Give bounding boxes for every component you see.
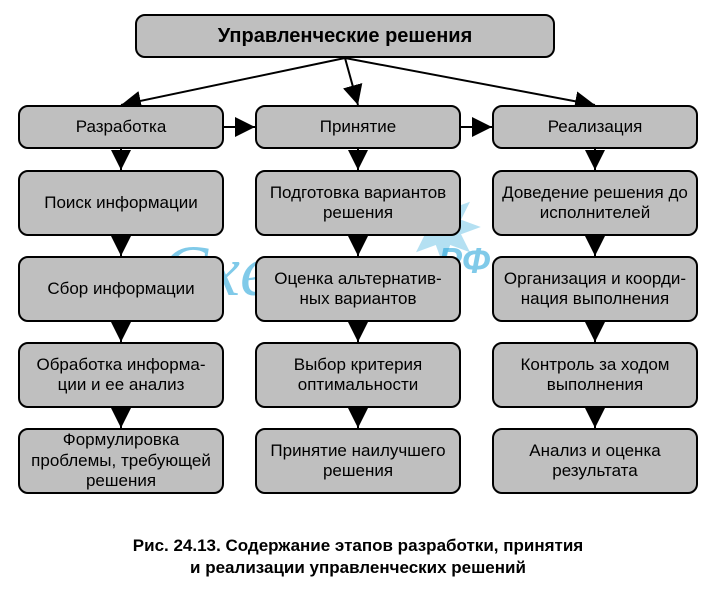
step-1-1: Оценка альтернатив- ных вариантов bbox=[255, 256, 461, 322]
step-2-0: Доведение решения до исполнителей bbox=[492, 170, 698, 236]
step-0-3: Формулировка проблемы, требующей решения bbox=[18, 428, 224, 494]
step-2-1: Организация и коорди- нация выполнения bbox=[492, 256, 698, 322]
column-header-0: Разработка bbox=[18, 105, 224, 149]
figure-caption-line2: и реализации управленческих решений bbox=[0, 558, 716, 578]
figure-caption-line1: Рис. 24.13. Содержание этапов разработки… bbox=[0, 536, 716, 556]
step-2-2: Контроль за ходом выполнения bbox=[492, 342, 698, 408]
step-1-0: Подготовка вариантов решения bbox=[255, 170, 461, 236]
column-header-2: Реализация bbox=[492, 105, 698, 149]
column-header-1: Принятие bbox=[255, 105, 461, 149]
diagram-canvas: Схемо РФ Рис. 24.13. Содержание этапов р… bbox=[0, 0, 716, 600]
step-0-0: Поиск информации bbox=[18, 170, 224, 236]
step-2-3: Анализ и оценка результата bbox=[492, 428, 698, 494]
title-node: Управленческие решения bbox=[135, 14, 555, 58]
step-0-1: Сбор информации bbox=[18, 256, 224, 322]
step-0-2: Обработка информа- ции и ее анализ bbox=[18, 342, 224, 408]
step-1-3: Принятие наилучшего решения bbox=[255, 428, 461, 494]
step-1-2: Выбор критерия оптимальности bbox=[255, 342, 461, 408]
